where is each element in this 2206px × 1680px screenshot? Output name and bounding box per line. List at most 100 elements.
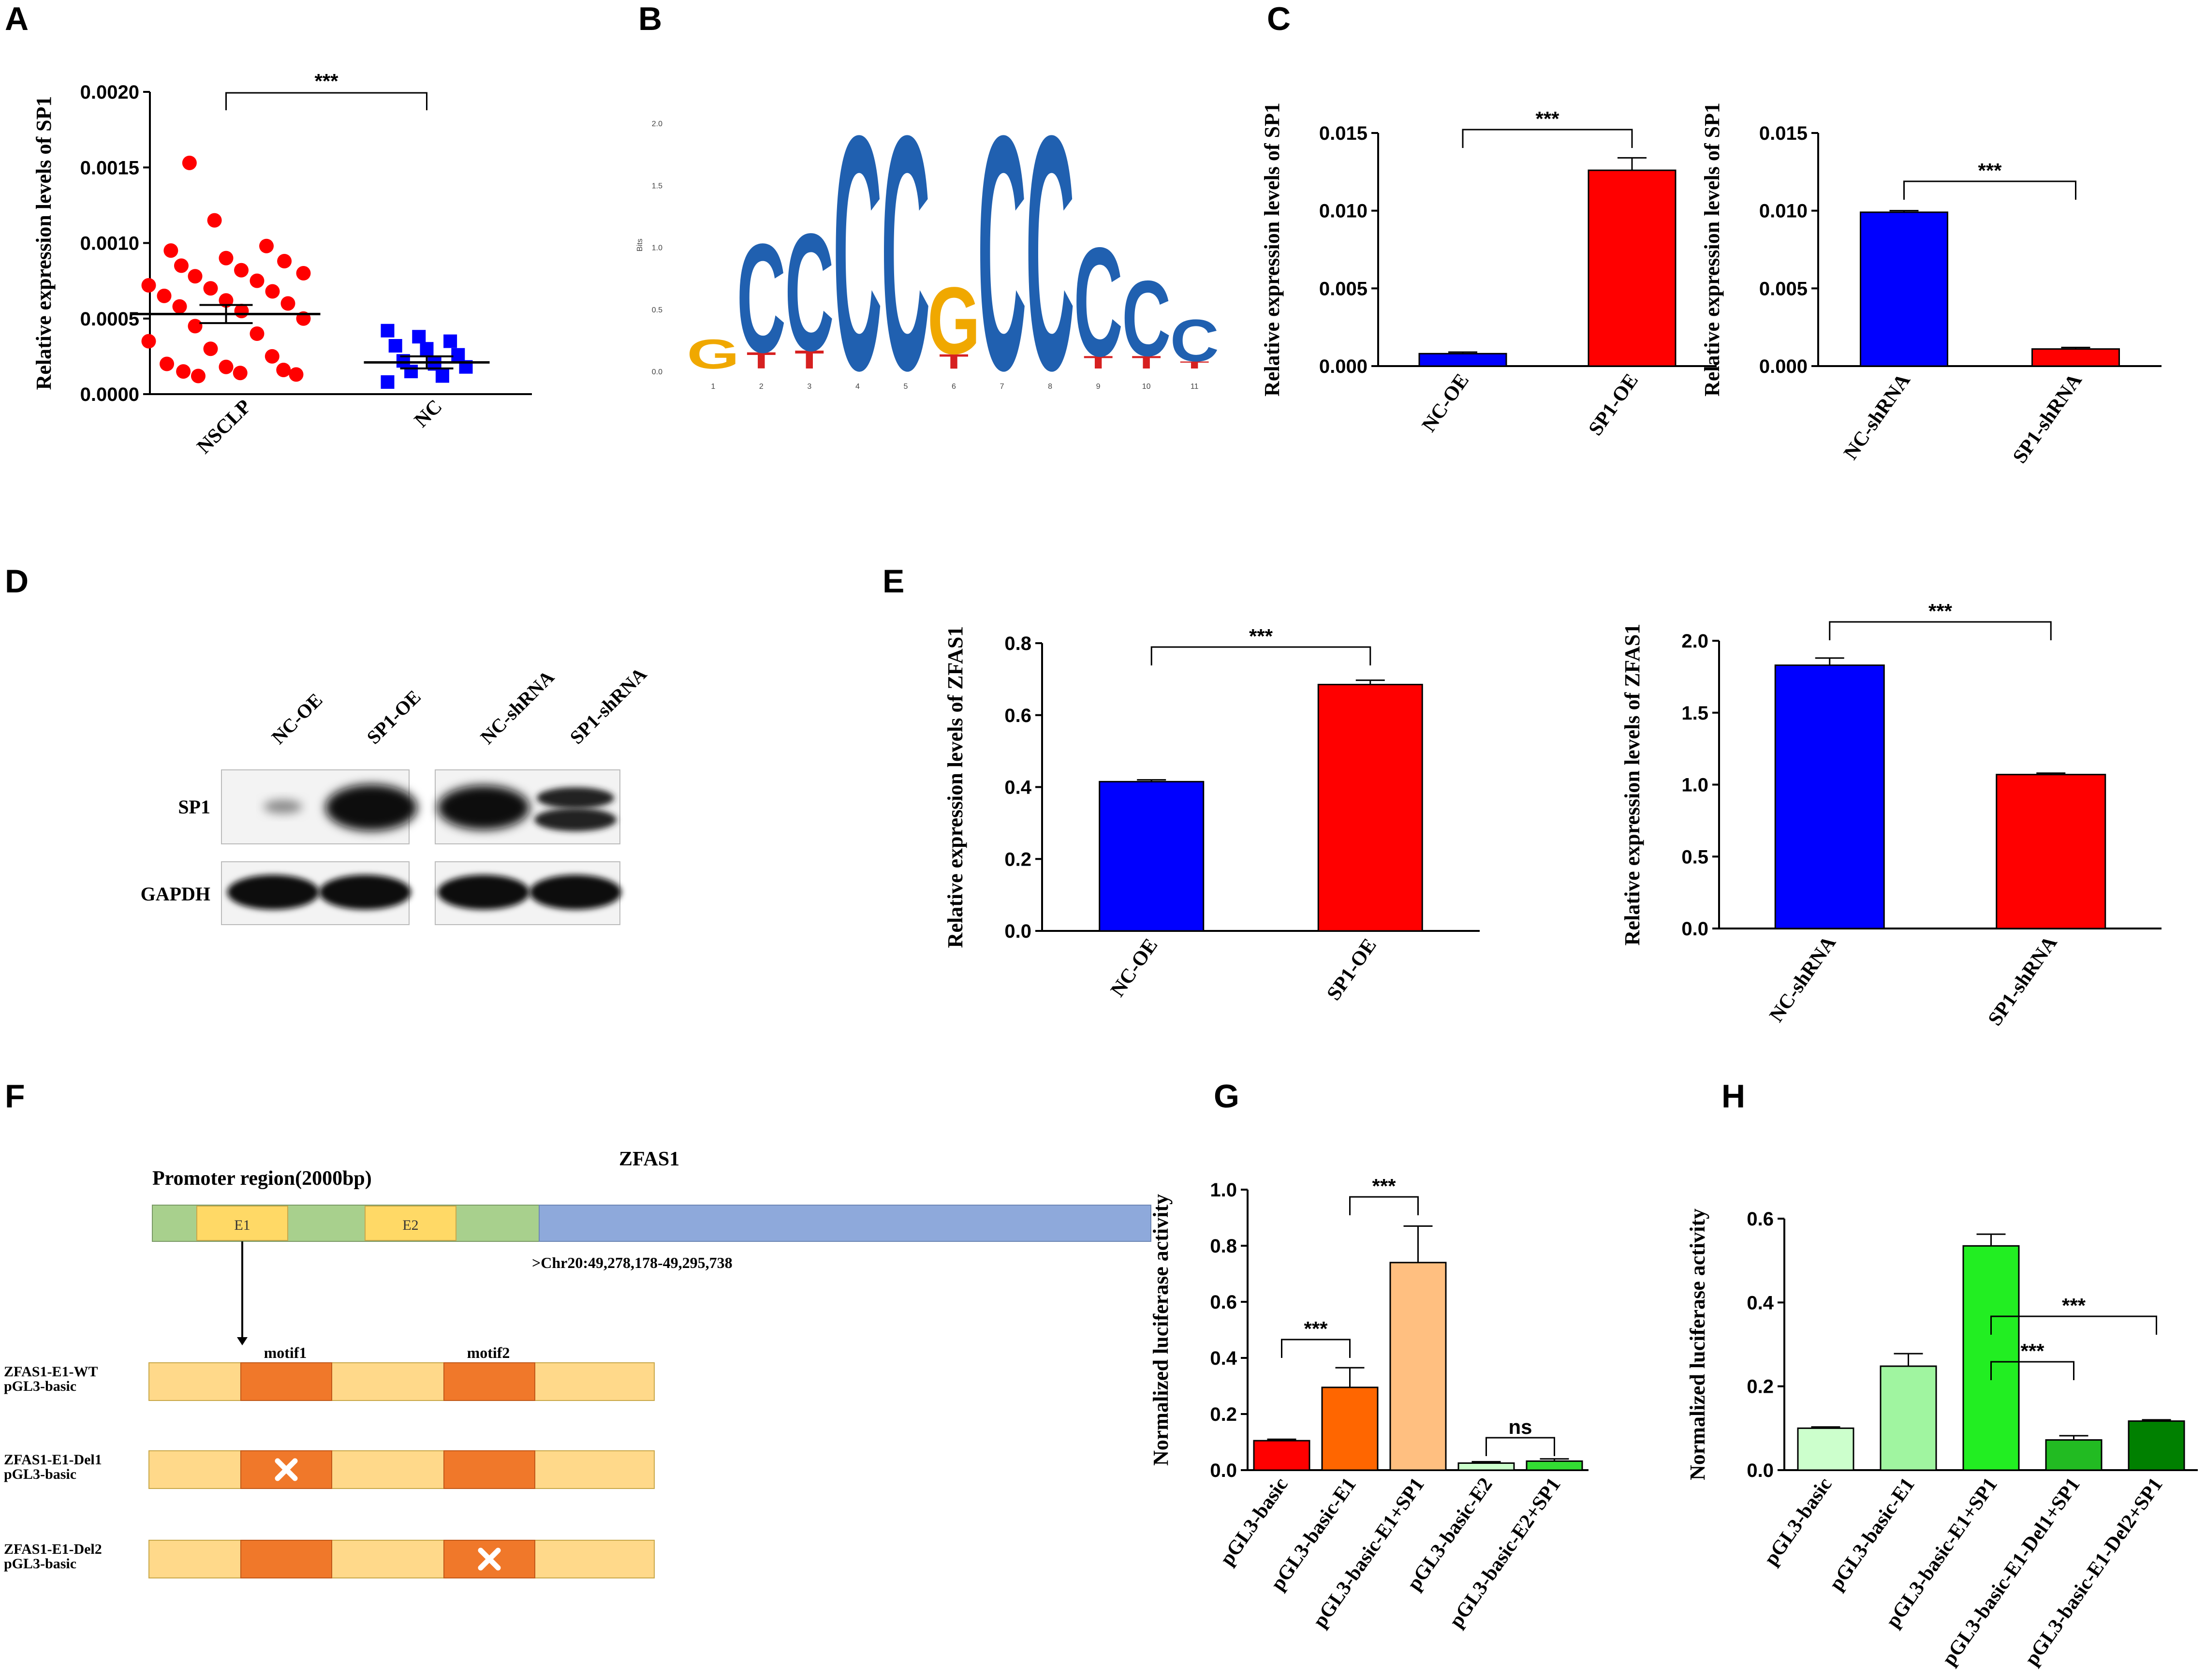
significance-label: *** (1372, 1175, 1396, 1197)
bar (1797, 1427, 1854, 1471)
construct-bar (148, 1540, 655, 1578)
promoter-label: Promoter region(2000bp) (152, 1167, 372, 1190)
y-tick-label: 0.005 (1759, 278, 1808, 299)
element-e1-label: E1 (234, 1217, 250, 1233)
chart-e1: 0.0 0.2 0.4 0.6 0.8 Relative expression level… (943, 625, 1480, 1004)
blot-band (438, 785, 529, 830)
data-point (259, 238, 274, 253)
bar (1880, 1365, 1937, 1471)
y-tick-label: 0.2 (1747, 1376, 1774, 1398)
y-tick-label: 0.000 (1759, 356, 1808, 377)
significance-bracket (1485, 1437, 1555, 1456)
logo-letter: C (833, 66, 882, 440)
y-tick-label: 0.0005 (80, 309, 139, 330)
y-tick-label: 1.5 (1681, 703, 1708, 724)
y-tick-label: 0.6 (1210, 1292, 1237, 1313)
y-tick-label: 0.4 (1210, 1348, 1237, 1369)
logo-position: 7 (1000, 383, 1004, 391)
construct-vector: pGL3-basic (4, 1378, 76, 1394)
logo-letter: T (939, 350, 969, 373)
logo-position: 8 (1048, 383, 1052, 391)
y-axis-title: Normalized luciferase activity (1149, 1194, 1173, 1466)
blot-lane-label: SP1-OE (363, 686, 425, 748)
bar (1099, 781, 1205, 932)
coordinates-label: >Chr20:49,278,178-49,295,738 (532, 1254, 733, 1271)
constructs: ZFAS1-E1-WTpGL3-basicZFAS1-E1-Del1pGL3-b… (4, 1362, 655, 1578)
blot-band (438, 875, 529, 910)
bar (2128, 1420, 2185, 1471)
logo-letter: C (1122, 259, 1171, 378)
y-tick-label: 0.0010 (80, 233, 139, 254)
significance-bracket (1990, 1361, 2074, 1380)
logo-position: 9 (1096, 383, 1101, 391)
significance-bracket (1829, 621, 2052, 640)
data-point (172, 299, 187, 314)
y-tick-label: 0.8 (1210, 1236, 1237, 1257)
data-point (276, 363, 291, 377)
chart-h: 0.0 0.2 0.4 0.6 Normalized luciferase activi… (1686, 1208, 2198, 1670)
data-point (219, 251, 234, 265)
category-label: NC (410, 396, 446, 432)
y-tick-label: 0.0020 (80, 82, 139, 103)
blot-band (325, 784, 417, 831)
motif-box (240, 1362, 332, 1401)
category-label: SP1-OE (1323, 934, 1381, 1004)
data-point (451, 348, 465, 362)
construct-name: ZFAS1-E1-WT (4, 1364, 98, 1380)
logo-y-tick: 1.5 (652, 182, 662, 190)
data-point (233, 366, 248, 381)
y-axis-title: Relative expression levels of SP1 (32, 96, 56, 390)
bar (1253, 1440, 1310, 1471)
blot-band (264, 800, 302, 813)
data-point (381, 324, 395, 338)
logo-letter: T (1132, 352, 1161, 372)
data-point (163, 243, 178, 258)
motif1-label: motif1 (264, 1344, 307, 1361)
category-label: pGL3-basic-E1-Del2+SP1 (2021, 1474, 2167, 1669)
y-tick-label: 0.8 (1004, 633, 1031, 654)
chart-c1: 0.000 0.005 0.010 0.015 Relative expression … (1260, 103, 1717, 440)
data-point (176, 364, 191, 379)
data-point (404, 365, 418, 379)
panel-label-e: E (882, 563, 904, 600)
logo-letter: C (1170, 307, 1219, 374)
construct-bar (148, 1362, 655, 1401)
significance-bracket (1349, 1196, 1419, 1215)
bar (1588, 169, 1677, 367)
y-tick-label: 0.010 (1319, 201, 1368, 222)
bar (1860, 211, 1948, 367)
category-label: pGL3-basic-E1 (1825, 1474, 1919, 1594)
y-axis-title: Relative expression levels of ZFAS1 (1620, 624, 1644, 946)
gene-label: ZFAS1 (619, 1148, 679, 1170)
data-point (265, 284, 280, 299)
y-tick-label: 0.5 (1681, 846, 1708, 868)
blot-band (319, 875, 411, 910)
logo-y-tick: 0.5 (652, 306, 662, 314)
logo-letter: G (687, 330, 739, 377)
logo-letter: C (977, 66, 1026, 440)
construct-vector: pGL3-basic (4, 1466, 76, 1482)
data-point (234, 263, 249, 278)
category-label: SP1-shRNA (2009, 369, 2087, 468)
category-label: pGL3-basic (1760, 1474, 1837, 1569)
element-e2 (365, 1206, 456, 1241)
construct-name: ZFAS1-E1-Del1 (4, 1452, 102, 1468)
category-label: SP1-shRNA (1984, 932, 2062, 1030)
data-point (219, 359, 234, 374)
y-tick-label: 0.4 (1747, 1292, 1774, 1313)
construct-name: ZFAS1-E1-Del2 (4, 1541, 102, 1557)
motif-box (240, 1540, 332, 1578)
y-tick-label: 0.005 (1319, 278, 1368, 299)
chart-e2: 0.0 0.5 1.0 1.5 2.0 Relative expression level… (1620, 600, 2162, 1030)
logo-position: 3 (807, 383, 811, 391)
data-point (188, 269, 203, 284)
bar (1389, 1262, 1447, 1471)
data-point (420, 342, 434, 356)
blot-band (529, 875, 621, 910)
logo-letter: T (1084, 352, 1113, 372)
significance-label: *** (1928, 600, 1953, 622)
y-axis-title: Relative expression levels of ZFAS1 (943, 626, 967, 948)
logo-letter: C (1026, 66, 1074, 440)
motif2-label: motif2 (467, 1344, 510, 1361)
blot-row-label: GAPDH (141, 883, 210, 905)
